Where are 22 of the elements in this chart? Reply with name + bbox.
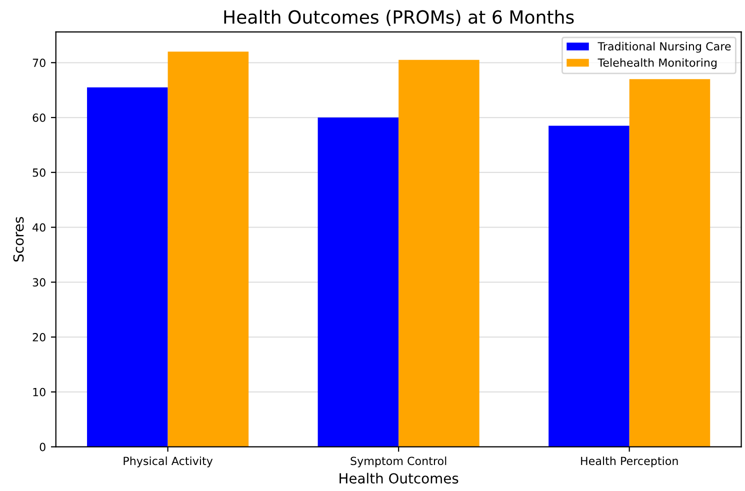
x-tick-label: Symptom Control [350,456,446,468]
y-tick-label: 30 [32,278,46,287]
bar [548,126,630,447]
bar [318,118,399,447]
y-tick-label: 40 [32,223,46,232]
bar [629,79,710,447]
y-tick-label: 60 [32,114,46,122]
y-tick-label: 70 [32,58,46,68]
x-tick-label: Health Perception [581,456,678,468]
bar [168,52,249,447]
legend-label: Telehealth Monitoring [598,58,717,69]
y-axis-title: Scores [13,216,24,262]
legend-label: Traditional Nursing Care [598,42,731,53]
y-tick-label: 20 [32,333,46,342]
bar [398,60,480,447]
x-axis-title: Health Outcomes [340,472,458,484]
bar [87,87,168,447]
chart-title: Health Outcomes (PROMs) at 6 Months [224,10,574,26]
y-tick-label: 10 [33,388,46,396]
y-tick-label: 0 [40,442,46,452]
y-tick-label: 50 [32,168,46,177]
x-tick-label: Physical Activity [124,456,213,468]
